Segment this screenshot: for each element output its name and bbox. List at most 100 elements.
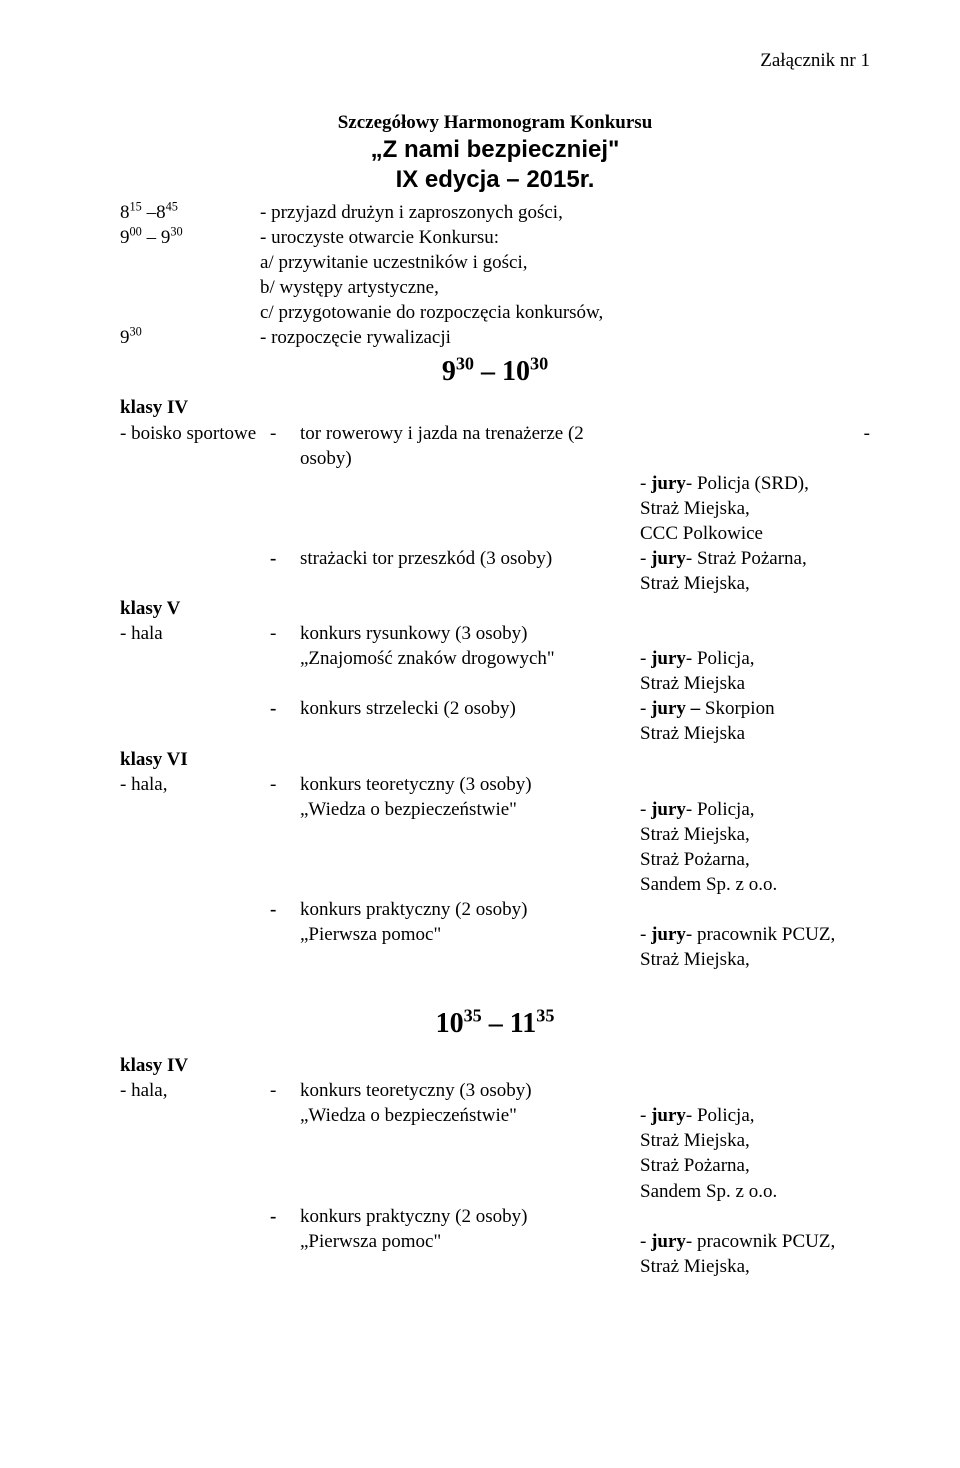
time-range: 815 –845 <box>120 200 260 225</box>
jury-row: Straż Miejska, <box>120 1254 870 1279</box>
activity-text: konkurs teoretyczny (3 osoby) <box>300 772 640 797</box>
dash: - <box>270 1204 300 1229</box>
attachment-label: Załącznik nr 1 <box>120 50 870 72</box>
dash: - <box>270 546 300 571</box>
dash: - <box>270 421 300 446</box>
activity-text: „Pierwsza pomoc" <box>300 922 640 947</box>
activity-tail: - <box>640 421 870 446</box>
activity-row: „Pierwsza pomoc" - jury- pracownik PCUZ, <box>120 1229 870 1254</box>
activity-text: konkurs rysunkowy (3 osoby) <box>300 621 640 646</box>
venue-label: - hala, <box>120 772 270 797</box>
schedule-subrow: b/ występy artystyczne, <box>120 275 870 300</box>
activity-text: „Pierwsza pomoc" <box>300 1229 640 1254</box>
activity-row: „Pierwsza pomoc" - jury- pracownik PCUZ, <box>120 922 870 947</box>
time-slot-heading: 1035 – 1135 <box>120 1006 870 1043</box>
jury-text: Straż Pożarna, <box>586 847 870 872</box>
jury-row: Straż Miejska, <box>120 496 870 521</box>
activity-text: strażacki tor przeszkód (3 osoby) <box>300 546 640 571</box>
jury-text: Straż Miejska, <box>586 822 870 847</box>
dash: - <box>270 772 300 797</box>
jury-text: - jury – Skorpion <box>640 696 870 721</box>
jury-row: Straż Pożarna, <box>120 1153 870 1178</box>
activity-text: „Wiedza o bezpieczeństwie" <box>300 1103 640 1128</box>
jury-text: Straż Miejska, <box>586 947 870 972</box>
venue-label: - hala <box>120 621 270 646</box>
class-heading-vi: klasy VI <box>120 747 870 772</box>
schedule-sub-c: c/ przygotowanie do rozpoczęcia konkursó… <box>260 300 870 325</box>
jury-text: Straż Miejska, <box>586 571 870 596</box>
jury-text: - jury- Straż Pożarna, <box>640 546 870 571</box>
jury-text: Straż Miejska <box>586 721 870 746</box>
jury-row: Straż Miejska, <box>120 947 870 972</box>
time-slot-heading: 930 – 1030 <box>120 354 870 391</box>
jury-row: Straż Miejska, <box>120 571 870 596</box>
class-heading-iv: klasy IV <box>120 395 870 420</box>
jury-text: - jury- pracownik PCUZ, <box>640 1229 870 1254</box>
jury-row: Sandem Sp. z o.o. <box>120 1179 870 1204</box>
jury-row: Straż Pożarna, <box>120 847 870 872</box>
jury-text: Straż Miejska, <box>586 1128 870 1153</box>
jury-text: Sandem Sp. z o.o. <box>586 872 870 897</box>
class-heading-iv: klasy IV <box>120 1053 870 1078</box>
jury-text: - jury- pracownik PCUZ, <box>640 922 870 947</box>
jury-text: - jury- Policja, <box>640 797 870 822</box>
schedule-sub-b: b/ występy artystyczne, <box>260 275 870 300</box>
venue-label: - boisko sportowe <box>120 421 270 446</box>
activity-row: - hala - konkurs rysunkowy (3 osoby) <box>120 621 870 646</box>
document-page: Załącznik nr 1 Szczegółowy Harmonogram K… <box>0 0 960 1339</box>
activity-text: konkurs teoretyczny (3 osoby) <box>300 1078 640 1103</box>
activity-row: - hala, - konkurs teoretyczny (3 osoby) <box>120 772 870 797</box>
schedule-row: 815 –845 - przyjazd drużyn i zaproszonyc… <box>120 200 870 225</box>
time-range: 900 – 930 <box>120 225 260 250</box>
activity-row: „Wiedza o bezpieczeństwie" - jury- Polic… <box>120 1103 870 1128</box>
activity-text: konkurs strzelecki (2 osoby) <box>300 696 640 721</box>
schedule-sub-a: a/ przywitanie uczestników i gości, <box>260 250 870 275</box>
dash: - <box>270 897 300 922</box>
activity-row: - konkurs praktyczny (2 osoby) <box>120 897 870 922</box>
jury-row: Straż Miejska, <box>120 1128 870 1153</box>
jury-text: Straż Pożarna, <box>586 1153 870 1178</box>
jury-row: Straż Miejska <box>120 721 870 746</box>
schedule-row: 900 – 930 - uroczyste otwarcie Konkursu: <box>120 225 870 250</box>
activity-text: „Wiedza o bezpieczeństwie" <box>300 797 640 822</box>
jury-row: Sandem Sp. z o.o. <box>120 872 870 897</box>
jury-row: - jury- Policja (SRD), <box>120 471 870 496</box>
schedule-subrow: c/ przygotowanie do rozpoczęcia konkursó… <box>120 300 870 325</box>
jury-text: Straż Miejska, <box>586 496 870 521</box>
schedule-subrow: a/ przywitanie uczestników i gości, <box>120 250 870 275</box>
schedule-text: - uroczyste otwarcie Konkursu: <box>260 225 870 250</box>
activity-text: konkurs praktyczny (2 osoby) <box>300 897 640 922</box>
jury-row: Straż Miejska <box>120 671 870 696</box>
document-body: 815 –845 - przyjazd drużyn i zaproszonyc… <box>120 200 870 1279</box>
activity-row: - boisko sportowe - tor rowerowy i jazda… <box>120 421 870 471</box>
activity-row: - konkurs strzelecki (2 osoby) - jury – … <box>120 696 870 721</box>
jury-text: CCC Polkowice <box>586 521 870 546</box>
schedule-text: - rozpoczęcie rywalizacji <box>260 325 870 350</box>
jury-row: CCC Polkowice <box>120 521 870 546</box>
class-heading-v: klasy V <box>120 596 870 621</box>
dash: - <box>270 621 300 646</box>
dash: - <box>270 1078 300 1103</box>
title-line-1: Szczegółowy Harmonogram Konkursu <box>120 112 870 134</box>
activity-text: konkurs praktyczny (2 osoby) <box>300 1204 640 1229</box>
title-line-2: „Z nami bezpieczniej" <box>120 136 870 164</box>
activity-row: - konkurs praktyczny (2 osoby) <box>120 1204 870 1229</box>
venue-label: - hala, <box>120 1078 270 1103</box>
jury-row: Straż Miejska, <box>120 822 870 847</box>
dash: - <box>270 696 300 721</box>
activity-text: „Znajomość znaków drogowych" <box>300 646 640 671</box>
jury-text: - jury- Policja, <box>640 646 870 671</box>
jury-text: Straż Miejska <box>586 671 870 696</box>
jury-text: Sandem Sp. z o.o. <box>586 1179 870 1204</box>
jury-text: - jury- Policja (SRD), <box>640 471 870 496</box>
activity-row: - strażacki tor przeszkód (3 osoby) - ju… <box>120 546 870 571</box>
activity-row: - hala, - konkurs teoretyczny (3 osoby) <box>120 1078 870 1103</box>
schedule-row: 930 - rozpoczęcie rywalizacji <box>120 325 870 350</box>
activity-row: „Wiedza o bezpieczeństwie" - jury- Polic… <box>120 797 870 822</box>
time-range: 930 <box>120 325 260 350</box>
jury-text: - jury- Policja, <box>640 1103 870 1128</box>
activity-text: tor rowerowy i jazda na trenażerze (2 os… <box>300 421 640 471</box>
title-line-3: IX edycja – 2015r. <box>120 166 870 194</box>
activity-row: „Znajomość znaków drogowych" - jury- Pol… <box>120 646 870 671</box>
schedule-text: - przyjazd drużyn i zaproszonych gości, <box>260 200 870 225</box>
